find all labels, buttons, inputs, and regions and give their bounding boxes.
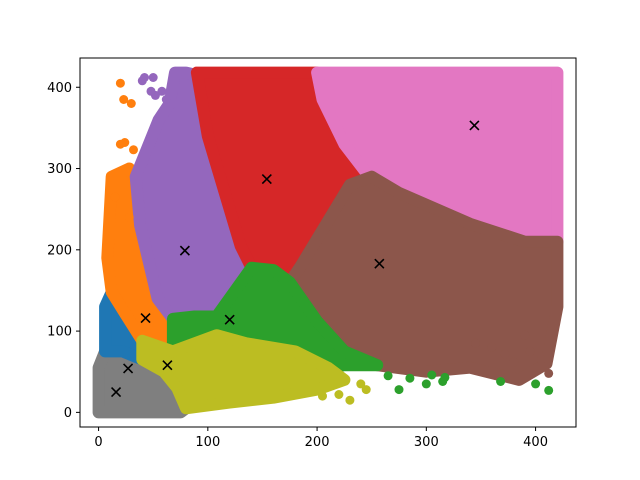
outlier-point-3-1 — [115, 78, 125, 88]
outlier-point-3-5 — [120, 138, 130, 147]
outlier-point-8-9 — [531, 379, 541, 389]
outlier-point-7-1 — [471, 338, 480, 348]
plot-frame — [79, 57, 577, 428]
centroid-marker-3 — [140, 313, 151, 324]
y-tick-label: 0 — [64, 406, 72, 421]
outlier-point-8-3 — [405, 373, 415, 383]
centroid-marker-2 — [123, 363, 134, 374]
outlier-point-8-2 — [394, 385, 404, 395]
x-tick-label: 0 — [94, 435, 102, 450]
outlier-point-3-6 — [129, 145, 138, 155]
outlier-point-7-4 — [509, 357, 519, 367]
outlier-point-7-5 — [525, 346, 535, 356]
outlier-point-3-2 — [119, 95, 129, 104]
cluster-regions — [92, 66, 564, 419]
x-tick-label: 400 — [523, 435, 548, 450]
outlier-point-4-3 — [148, 73, 158, 82]
outlier-point-9-3 — [361, 385, 371, 395]
outlier-point-8-4 — [421, 379, 431, 389]
outlier-point-7-8 — [544, 368, 554, 378]
x-axis: 0 100 200 300 400 — [94, 427, 548, 450]
outlier-point-8-7 — [440, 372, 450, 382]
centroid-marker-5 — [261, 174, 272, 185]
outlier-point-9-1 — [334, 390, 344, 399]
centroid-marker-4 — [179, 245, 190, 256]
centroid-markers — [110, 120, 480, 398]
outlier-point-8-1 — [383, 371, 393, 381]
y-tick-label: 200 — [47, 243, 72, 258]
centroid-marker-6 — [469, 120, 480, 131]
outlier-point-7-2 — [487, 342, 497, 352]
centroid-marker-8 — [224, 314, 235, 325]
outlier-point-7-3 — [500, 349, 510, 359]
outlier-point-4-2 — [140, 73, 149, 82]
x-tick-label: 200 — [305, 435, 330, 450]
outlier-point-4-5 — [157, 86, 167, 96]
outlier-point-8-8 — [496, 377, 506, 386]
outlier-points — [110, 73, 554, 405]
cluster-region-7 — [283, 170, 564, 386]
outlier-point-4-7 — [146, 86, 156, 96]
outlier-point-9-2 — [345, 395, 355, 405]
x-tick-label: 300 — [414, 435, 439, 450]
centroid-marker-9 — [162, 360, 173, 371]
y-tick-label: 100 — [47, 325, 72, 340]
y-tick-label: 300 — [47, 162, 72, 177]
y-tick-label: 400 — [47, 81, 72, 96]
outlier-point-9-5 — [356, 379, 366, 389]
centroid-marker-7 — [374, 258, 385, 269]
outlier-point-3-8 — [110, 192, 120, 202]
centroid-marker-1 — [110, 386, 122, 398]
outlier-point-7-7 — [520, 330, 530, 340]
outlier-point-8-10 — [544, 385, 554, 395]
outlier-point-4-6 — [161, 95, 171, 104]
outlier-point-9-4 — [318, 391, 327, 401]
outlier-point-3-3 — [126, 99, 136, 108]
y-axis: 0 100 200 300 400 — [47, 81, 80, 421]
outlier-point-8-5 — [427, 370, 437, 380]
outlier-point-7-6 — [536, 355, 546, 364]
cluster-region-9 — [136, 329, 351, 415]
outlier-point-3-7 — [124, 212, 134, 222]
x-tick-label: 100 — [195, 435, 220, 450]
